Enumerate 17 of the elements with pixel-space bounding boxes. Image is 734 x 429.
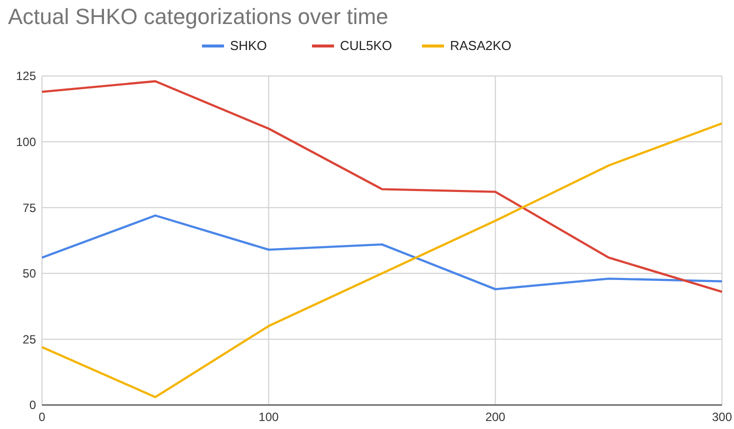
y-tick-label: 100 [16,135,36,149]
line-series [40,80,724,293]
line-series [40,214,724,290]
y-tick-label: 125 [16,69,36,84]
x-tick-label: 0 [38,410,46,424]
y-tick-label: 0 [29,398,36,412]
chart-title: Actual SHKO categorizations over time [8,4,388,29]
line-series [40,122,724,398]
legend-label: CUL5KO [340,38,392,53]
x-tick-label: 100 [258,410,279,424]
legend-label: SHKO [230,38,267,53]
y-tick-label: 50 [22,266,36,281]
y-tick-label: 75 [22,200,36,215]
y-tick-label: 25 [22,332,36,346]
x-tick-label: 200 [485,410,506,424]
legend-label: RASA2KO [450,38,512,53]
x-tick-label: 300 [712,410,732,424]
